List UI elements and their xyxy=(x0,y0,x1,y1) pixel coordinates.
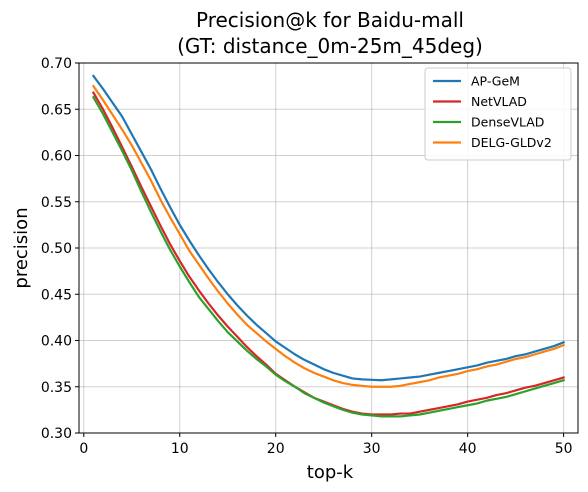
series-line-delg-gldv2 xyxy=(91,84,566,388)
legend-box xyxy=(424,67,572,161)
y-tick-label: 0.60 xyxy=(41,149,72,165)
y-tick-label: 0.50 xyxy=(41,241,72,257)
x-tick-label: 50 xyxy=(555,441,573,457)
y-axis-label: precision xyxy=(11,207,32,288)
legend: AP-GeM NetVLAD DenseVLAD DELG-GLDv2 xyxy=(424,67,572,161)
x-axis: 0 10 20 30 40 50 xyxy=(79,433,573,457)
y-tick-label: 0.30 xyxy=(41,426,72,442)
series-line-ap-gem xyxy=(91,74,566,382)
y-tick-label: 0.65 xyxy=(41,102,72,118)
x-tick-label: 30 xyxy=(363,441,381,457)
legend-label-ap-gem: AP-GeM xyxy=(471,74,520,89)
x-axis-label: top-k xyxy=(307,462,354,483)
y-tick-label: 0.45 xyxy=(41,287,72,303)
series-layer xyxy=(91,74,566,418)
y-axis: 0.30 0.35 0.40 0.45 0.50 0.55 0.60 0.65 0.70 xyxy=(41,56,79,442)
y-tick-label: 0.40 xyxy=(41,334,72,350)
y-tick-label: 0.55 xyxy=(41,195,72,211)
x-tick-label: 0 xyxy=(79,441,88,457)
x-tick-label: 10 xyxy=(171,441,189,457)
y-tick-label: 0.70 xyxy=(41,56,72,72)
legend-label-densevlad: DenseVLAD xyxy=(471,115,544,130)
chart-subtitle: (GT: distance_0m-25m_45deg) xyxy=(177,34,483,58)
legend-label-netvlad: NetVLAD xyxy=(471,94,527,109)
legend-label-delg-gldv2: DELG-GLDv2 xyxy=(471,135,552,150)
series-line-densevlad xyxy=(91,95,565,418)
chart-title: Precision@k for Baidu-mall xyxy=(196,8,464,32)
x-tick-label: 40 xyxy=(459,441,477,457)
y-tick-label: 0.35 xyxy=(41,380,72,396)
x-tick-label: 20 xyxy=(267,441,285,457)
